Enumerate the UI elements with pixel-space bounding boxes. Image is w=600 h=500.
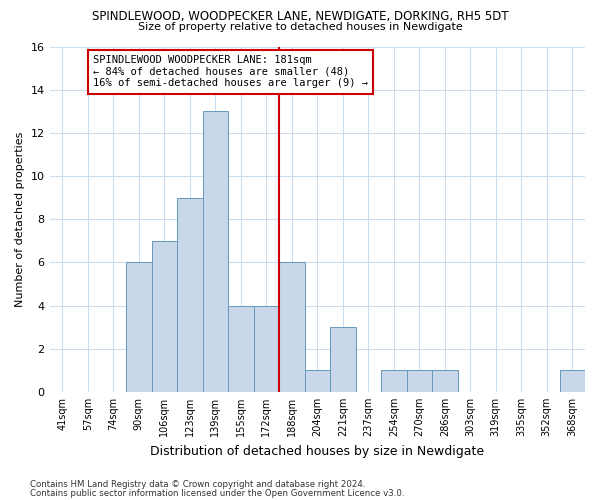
Bar	[560, 370, 585, 392]
Bar	[279, 262, 305, 392]
Y-axis label: Number of detached properties: Number of detached properties	[15, 132, 25, 307]
Bar	[203, 112, 228, 392]
Bar	[177, 198, 203, 392]
Bar	[305, 370, 330, 392]
Text: Contains HM Land Registry data © Crown copyright and database right 2024.: Contains HM Land Registry data © Crown c…	[30, 480, 365, 489]
Bar	[254, 306, 279, 392]
Text: Contains public sector information licensed under the Open Government Licence v3: Contains public sector information licen…	[30, 488, 404, 498]
Bar	[407, 370, 432, 392]
Bar	[228, 306, 254, 392]
Bar	[330, 327, 356, 392]
Bar	[152, 241, 177, 392]
Bar	[381, 370, 407, 392]
Bar	[126, 262, 152, 392]
Text: SPINDLEWOOD WOODPECKER LANE: 181sqm
← 84% of detached houses are smaller (48)
16: SPINDLEWOOD WOODPECKER LANE: 181sqm ← 84…	[93, 55, 368, 88]
Bar	[432, 370, 458, 392]
X-axis label: Distribution of detached houses by size in Newdigate: Distribution of detached houses by size …	[150, 444, 484, 458]
Text: SPINDLEWOOD, WOODPECKER LANE, NEWDIGATE, DORKING, RH5 5DT: SPINDLEWOOD, WOODPECKER LANE, NEWDIGATE,…	[92, 10, 508, 23]
Text: Size of property relative to detached houses in Newdigate: Size of property relative to detached ho…	[137, 22, 463, 32]
